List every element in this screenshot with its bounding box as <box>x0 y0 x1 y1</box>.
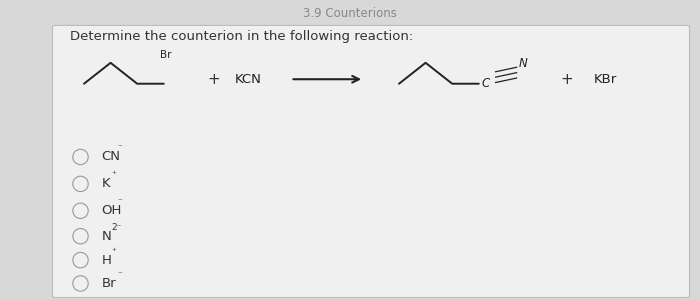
Text: KBr: KBr <box>594 73 617 86</box>
Text: 3.9 Counterions: 3.9 Counterions <box>303 7 397 20</box>
Text: N: N <box>519 57 528 70</box>
Text: 2⁻: 2⁻ <box>111 223 122 232</box>
Text: H: H <box>102 254 111 267</box>
Text: N: N <box>102 230 111 243</box>
Text: CN: CN <box>102 150 120 164</box>
Text: ⁺: ⁺ <box>111 247 116 256</box>
Text: ⁻: ⁻ <box>118 270 122 279</box>
Text: Determine the counterion in the following reaction:: Determine the counterion in the followin… <box>70 30 413 43</box>
Text: ⁺: ⁺ <box>111 170 116 179</box>
Text: ⁻: ⁻ <box>118 144 122 152</box>
Text: +: + <box>561 72 573 87</box>
Text: K: K <box>102 177 110 190</box>
Text: Br: Br <box>160 50 171 60</box>
Text: OH: OH <box>102 204 122 217</box>
Text: ⁻: ⁻ <box>118 197 122 206</box>
Text: KCN: KCN <box>235 73 262 86</box>
Text: C: C <box>482 77 490 90</box>
FancyBboxPatch shape <box>52 25 690 298</box>
Text: +: + <box>207 72 220 87</box>
Text: Br: Br <box>102 277 116 290</box>
